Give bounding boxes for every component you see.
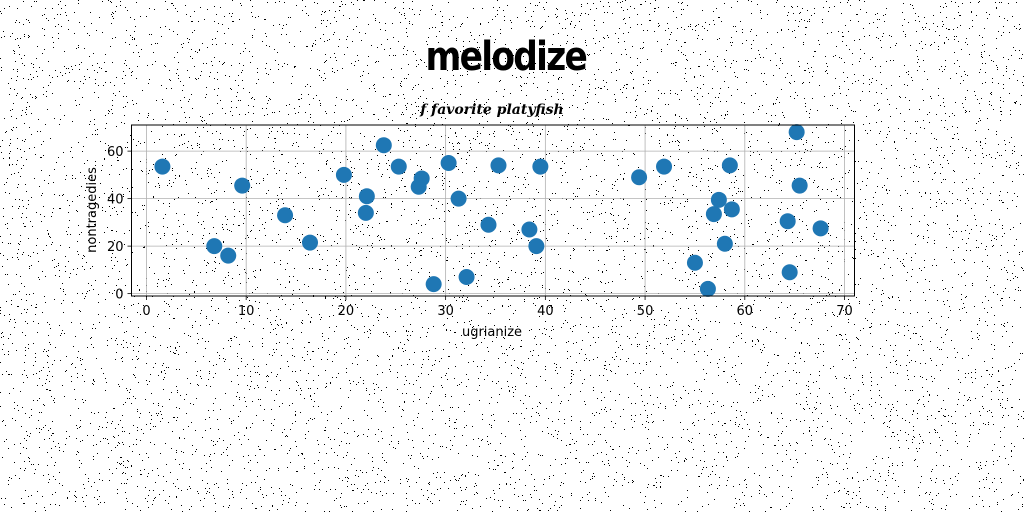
x-tick-label: 0 [142,304,150,319]
x-tick-label: 40 [537,304,554,319]
x-tick-label: 70 [836,304,853,319]
scatter-point [528,238,545,255]
grid-lines [131,125,855,296]
scatter-point [390,158,407,175]
scatter-point [335,166,352,183]
scatter-point [656,158,673,175]
scatter-point [716,235,733,252]
y-tick-label: 20 [107,240,124,255]
x-tick-label: 10 [238,304,255,319]
y-tick-label: 60 [107,145,124,160]
x-tick-label: 30 [437,304,454,319]
figure-suptitle: melodize [425,34,588,80]
x-axis-title: ugrianize [462,325,522,340]
x-tick-label: 50 [637,304,654,319]
scatter-point [781,264,798,281]
scatter-point [234,177,251,194]
scatter-point [788,124,805,141]
scatter-point [358,188,375,205]
scatter-point [521,221,538,238]
plot-area-frame [131,124,855,297]
scatter-point [723,201,740,218]
x-tick-label: 20 [338,304,355,319]
scatter-point [220,247,237,264]
scatter-point [699,280,716,297]
scatter-point [357,204,374,221]
scatter-point [450,190,467,207]
scatter-point [277,207,294,224]
x-tick-label: 60 [737,304,754,319]
scatter-point [631,169,648,186]
scatter-point [686,254,703,271]
scatter-point [490,157,507,174]
scatter-point [812,220,829,237]
chart-title: f favorite platyfish [419,102,563,118]
scatter-point [154,158,171,175]
scatter-point [413,170,430,187]
scatter-point [440,155,457,171]
scatter-point [206,238,223,255]
data-points [154,124,829,297]
scatter-point [705,206,722,223]
y-axis-title: nontragedies [85,167,100,253]
axis-ticks: 0 10 20 30 40 50 60 70 0 20 40 60 [107,145,853,319]
scatter-point [532,158,549,175]
scatter-point [480,216,497,233]
scatter-point [721,157,738,174]
scatter-point [425,276,442,293]
y-tick-label: 0 [115,288,123,303]
scatter-point [302,234,319,251]
scatter-point [791,177,808,194]
scatter-point [458,269,475,285]
scatter-point [779,213,796,230]
scatter-point [710,191,727,208]
scatter-point [375,137,392,154]
y-tick-label: 40 [107,193,124,208]
